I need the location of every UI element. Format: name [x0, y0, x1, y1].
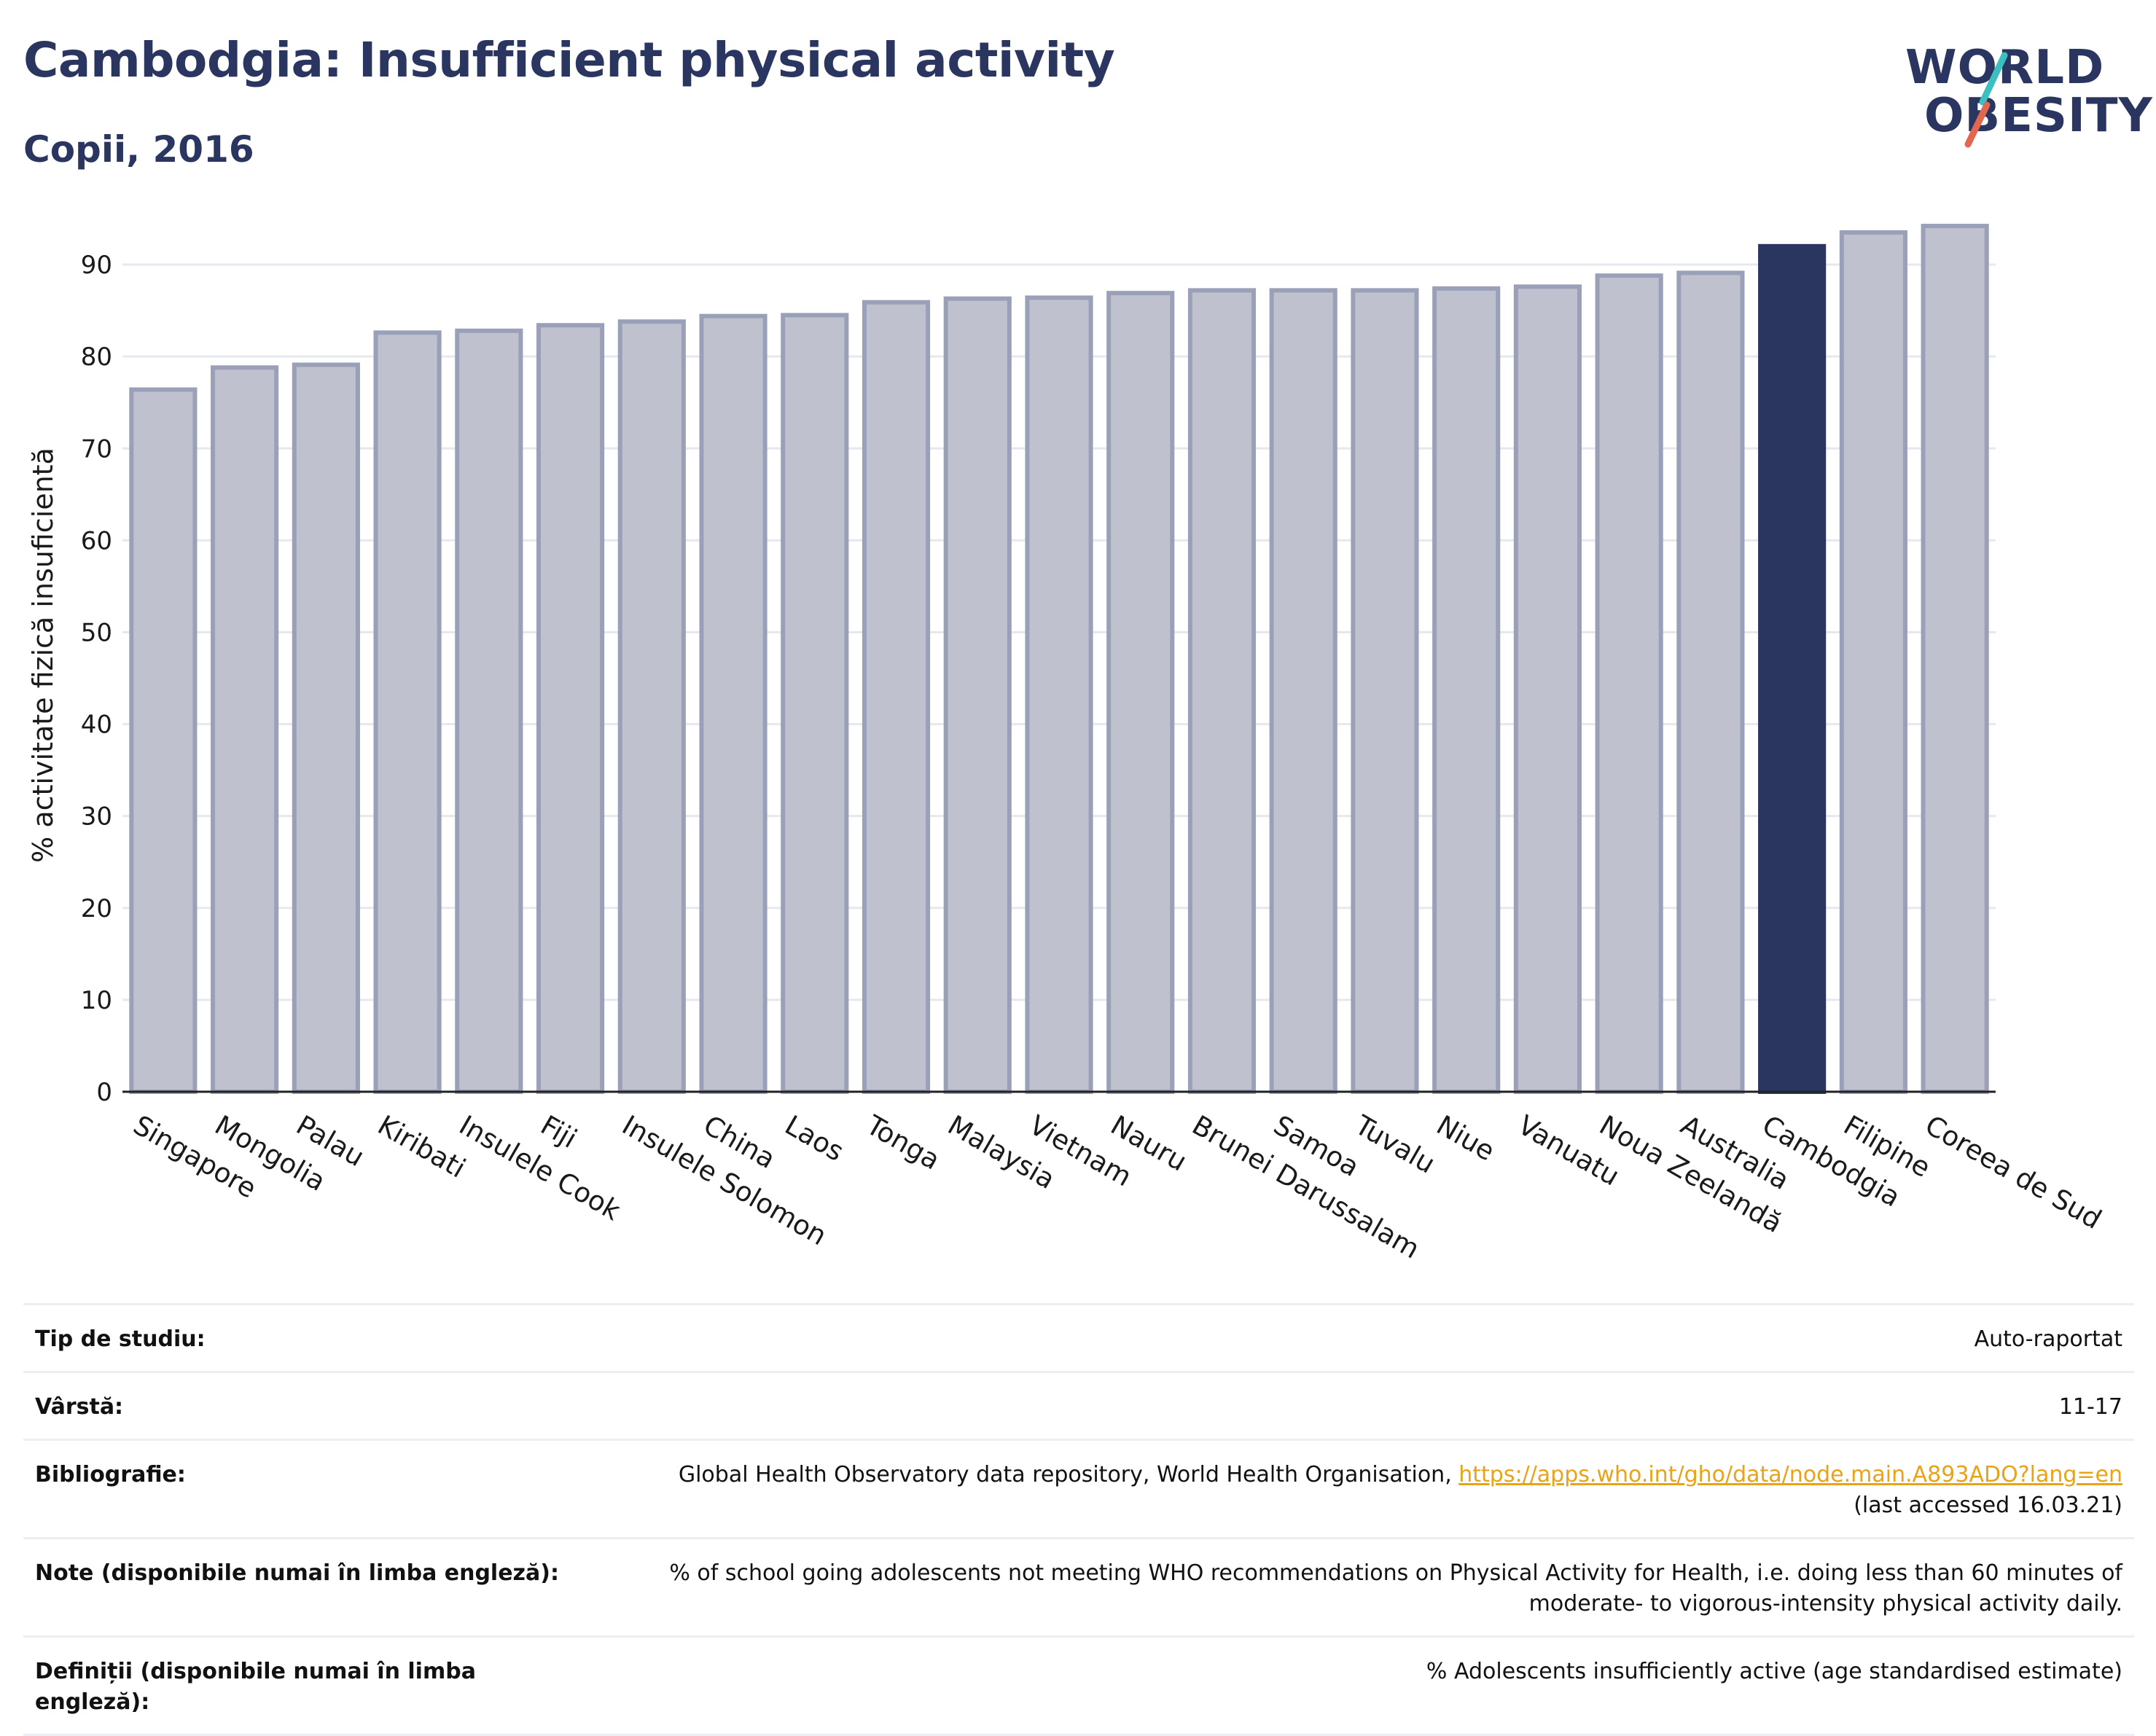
- bar-cambodgia: [1758, 243, 1827, 1095]
- bar-australia: [1676, 270, 1745, 1094]
- y-axis-title: % activitate fizică insuficientă: [27, 447, 59, 863]
- world-obesity-logo: WORLD OBESITY: [1895, 29, 2152, 160]
- page-subtitle: Copii, 2016: [23, 128, 254, 171]
- info-value: 11-17: [2058, 1394, 2122, 1420]
- bar-chart: 0 10 20 30 40 50 60 70 80 90 SingaporeMongoliaPal…: [27, 224, 2107, 1265]
- y-tick-label: 30: [81, 802, 112, 832]
- bar-vietnam: [1025, 295, 1093, 1094]
- bar-tonga: [862, 300, 931, 1095]
- y-tick-label: 20: [81, 894, 112, 923]
- bar-coreea-de-sud: [1921, 224, 1989, 1095]
- y-tick-label: 80: [81, 343, 112, 372]
- info-row-definitions: Definiții (disponibile numai în limba en…: [23, 1635, 2134, 1736]
- bar-fiji: [536, 323, 605, 1094]
- info-row-age: Vârstă: 11-17: [23, 1371, 2134, 1439]
- info-row-study-type: Tip de studiu: Auto-raportat: [23, 1303, 2134, 1371]
- info-table: Tip de studiu: Auto-raportat Vârstă: 11-…: [23, 1303, 2134, 1736]
- bar-palau: [292, 362, 360, 1094]
- info-row-notes: Note (disponibile numai în limba engleză…: [23, 1537, 2134, 1635]
- y-axis-ticks: 0 10 20 30 40 50 60 70 80 90: [81, 251, 112, 1107]
- x-tick-label: Tonga: [861, 1109, 945, 1176]
- info-value: Auto-raportat: [1974, 1326, 2122, 1352]
- info-label: Bibliografie:: [35, 1462, 186, 1487]
- bar-mongolia: [211, 365, 279, 1094]
- bar-nauru: [1106, 291, 1175, 1094]
- x-tick-label: Fiji: [535, 1109, 582, 1154]
- bar-filipine: [1839, 230, 1907, 1095]
- bar-noua-zeeland-: [1595, 273, 1663, 1094]
- info-label: Tip de studiu:: [35, 1326, 206, 1352]
- notes-text-1: % of school going adolescents not meetin…: [669, 1560, 2122, 1586]
- info-value: % of school going adolescents not meetin…: [560, 1558, 2122, 1619]
- bar-tuvalu: [1351, 288, 1419, 1095]
- y-tick-label: 40: [81, 711, 112, 740]
- info-value: Global Health Observatory data repositor…: [560, 1460, 2122, 1521]
- bar-niue: [1432, 286, 1501, 1095]
- x-tick-label: Niue: [1432, 1109, 1500, 1167]
- x-tick-label: Kiribati: [372, 1109, 471, 1184]
- bar-vanuatu: [1513, 284, 1582, 1095]
- bibliography-accessed: (last accessed 16.03.21): [1854, 1493, 2122, 1518]
- y-tick-label: 50: [81, 618, 112, 647]
- bar-singapore: [129, 387, 198, 1094]
- x-tick-label: Coreea de Sud: [1920, 1109, 2106, 1235]
- bar-kiribati: [373, 330, 442, 1095]
- x-tick-label: Tuvalu: [1349, 1109, 1440, 1180]
- logo-line-1: WORLD: [1905, 41, 2105, 95]
- bar-brunei-darussalam: [1187, 288, 1257, 1095]
- y-tick-label: 90: [81, 251, 112, 280]
- y-tick-label: 70: [81, 434, 112, 464]
- info-row-bibliography: Bibliografie: Global Health Observatory …: [23, 1439, 2134, 1537]
- bars: [129, 224, 1989, 1095]
- info-label: Definiții (disponibile numai în limba en…: [35, 1659, 476, 1715]
- bar-samoa: [1269, 288, 1337, 1095]
- bar-laos: [781, 313, 849, 1094]
- info-label: Note (disponibile numai în limba engleză…: [35, 1560, 559, 1586]
- page-title: Cambodgia: Insufficient physical activit…: [23, 32, 1115, 88]
- y-tick-label: 10: [81, 986, 112, 1015]
- bar-china: [699, 313, 768, 1094]
- bibliography-text: Global Health Observatory data repositor…: [678, 1462, 1459, 1487]
- info-value: % Adolescents insufficiently active (age…: [1426, 1659, 2122, 1684]
- x-tick-label: Laos: [780, 1109, 849, 1168]
- bar-malaysia: [943, 296, 1012, 1095]
- bar-insulele-solomon: [617, 319, 686, 1094]
- info-label: Vârstă:: [35, 1394, 124, 1420]
- notes-text-2: moderate- to vigorous-intensity physical…: [1528, 1591, 2122, 1616]
- logo-slash-icon: [1964, 52, 2008, 148]
- logo-line-2: OBESITY: [1924, 89, 2153, 143]
- y-tick-label: 0: [96, 1078, 112, 1107]
- bibliography-link[interactable]: https://apps.who.int/gho/data/node.main.…: [1458, 1462, 2122, 1487]
- bar-insulele-cook: [455, 328, 523, 1095]
- y-tick-label: 60: [81, 526, 112, 555]
